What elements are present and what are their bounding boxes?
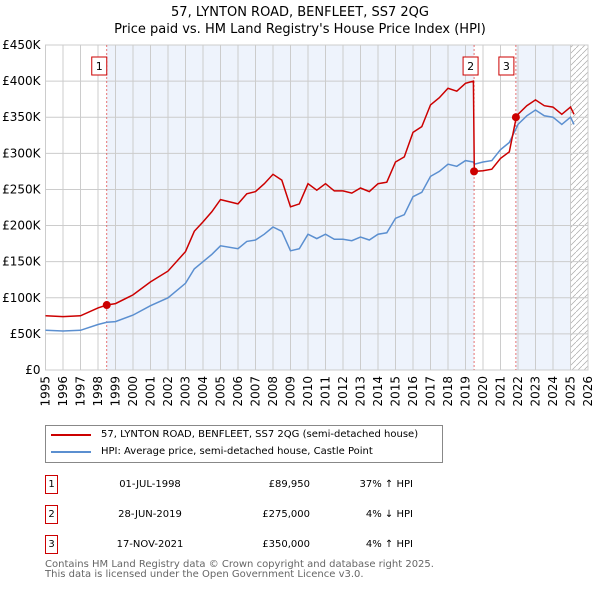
x-tick-label: 2008	[266, 376, 280, 407]
legend-item-property: 57, LYNTON ROAD, BENFLEET, SS7 2QG (semi…	[46, 429, 418, 440]
x-tick-label: 2003	[179, 376, 193, 407]
x-tick-label: 2006	[231, 376, 245, 407]
footer-line-2: This data is licensed under the Open Gov…	[45, 569, 364, 580]
x-tick-label: 2015	[389, 376, 403, 407]
sale-price: £350,000	[262, 539, 310, 550]
sale-marker-number: 2	[45, 505, 58, 524]
x-tick-label: 2016	[406, 376, 420, 407]
footer-line-1: Contains HM Land Registry data © Crown c…	[45, 559, 434, 570]
x-tick-label: 2022	[511, 376, 525, 407]
sale-marker-label: 1	[96, 60, 103, 73]
x-tick-label: 2009	[284, 376, 298, 407]
chart-subtitle: Price paid vs. HM Land Registry's House …	[114, 22, 486, 37]
x-tick-label: 2010	[301, 376, 315, 407]
x-tick-label: 1995	[39, 376, 53, 407]
hpi-line	[45, 109, 575, 332]
sale-marker-number: 3	[45, 535, 58, 554]
y-tick-label: £50K	[10, 327, 42, 341]
x-tick-label: 2002	[161, 376, 175, 407]
x-tick-label: 2026	[581, 376, 595, 407]
legend: 57, LYNTON ROAD, BENFLEET, SS7 2QG (semi…	[45, 425, 443, 463]
y-tick-label: £450K	[2, 38, 42, 52]
legend-label: 57, LYNTON ROAD, BENFLEET, SS7 2QG (semi…	[101, 429, 419, 440]
sale-hpi-diff: 4% ↓ HPI	[365, 509, 413, 520]
x-tick-label: 1999	[109, 376, 123, 407]
future-hatch-region	[570, 45, 588, 370]
y-tick-label: £200K	[2, 219, 42, 233]
x-tick-label: 2023	[529, 376, 543, 407]
sale-marker-box	[498, 56, 515, 76]
y-tick-label: £0	[25, 363, 40, 377]
x-tick-label: 2005	[214, 376, 228, 407]
legend-item-hpi: HPI: Average price, semi-detached house,…	[46, 446, 373, 457]
x-tick-label: 1997	[74, 376, 88, 407]
sale-date: 01-JUL-1998	[119, 479, 181, 490]
legend-swatch-blue	[51, 450, 91, 453]
x-tick-label: 2020	[476, 376, 490, 407]
x-tick-label: 2014	[371, 376, 385, 407]
x-tick-label: 1998	[91, 376, 105, 407]
x-tick-label: 2019	[459, 376, 473, 407]
x-tick-label: 1996	[56, 376, 70, 407]
sale-hpi-diff: 4% ↑ HPI	[365, 539, 413, 550]
sale-hpi-diff: 37% ↑ HPI	[359, 479, 413, 490]
shaded-region	[515, 45, 571, 370]
chart-title: 57, LYNTON ROAD, BENFLEET, SS7 2QG	[171, 5, 429, 20]
price-paid-line	[45, 80, 575, 318]
sale-marker-number: 1	[45, 475, 58, 494]
x-tick-label: 2011	[319, 376, 333, 407]
sale-point	[511, 113, 520, 122]
x-tick-label: 2024	[546, 376, 560, 407]
sale-marker-box	[462, 56, 479, 76]
plot-area: £0 £50K £100K £150K £200K £250K £300K £350K £400…	[2, 38, 595, 407]
x-tick-label: 2012	[336, 376, 350, 407]
x-tick-label: 2001	[144, 376, 158, 407]
x-tick-label: 2018	[441, 376, 455, 407]
sale-row: 1 01-JUL-1998 £89,950 37% ↑ HPI	[45, 475, 445, 495]
sale-row: 2 28-JUN-2019 £275,000 4% ↓ HPI	[45, 505, 445, 525]
x-tick-label: 2021	[494, 376, 508, 407]
sale-row: 3 17-NOV-2021 £350,000 4% ↑ HPI	[45, 535, 445, 555]
y-tick-label: £250K	[2, 182, 42, 196]
sale-date: 17-NOV-2021	[116, 539, 184, 550]
sale-price: £275,000	[262, 509, 310, 520]
y-tick-label: £350K	[2, 110, 42, 124]
x-tick-label: 2013	[354, 376, 368, 407]
x-tick-label: 2017	[424, 376, 438, 407]
x-tick-label: 2004	[196, 376, 210, 407]
x-tick-label: 2000	[126, 376, 140, 407]
y-tick-label: £400K	[2, 74, 42, 88]
sale-point	[470, 167, 479, 176]
plot-border	[45, 44, 589, 371]
y-tick-label: £100K	[2, 291, 42, 305]
y-tick-label: £300K	[2, 146, 42, 160]
sale-marker-label: 3	[503, 60, 510, 73]
sale-marker-label: 2	[467, 60, 474, 73]
y-tick-label: £150K	[2, 255, 42, 269]
legend-label: HPI: Average price, semi-detached house,…	[101, 446, 373, 457]
sale-marker-box	[91, 56, 108, 76]
sale-date: 28-JUN-2019	[118, 509, 182, 520]
sale-price: £89,950	[268, 479, 310, 490]
sale-point	[102, 301, 111, 310]
footer: Contains HM Land Registry data © Crown c…	[45, 560, 434, 580]
legend-swatch-red	[51, 433, 91, 436]
x-tick-label: 2025	[564, 376, 578, 407]
x-tick-label: 2007	[249, 376, 263, 407]
